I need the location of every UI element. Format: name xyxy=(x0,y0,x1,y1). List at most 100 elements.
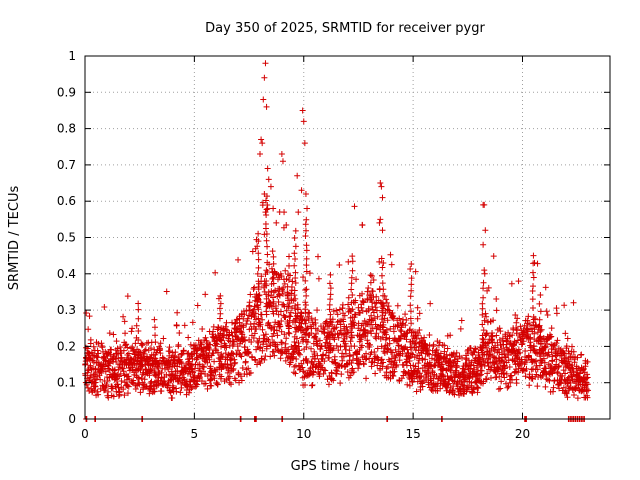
data-point xyxy=(255,250,262,257)
data-point xyxy=(264,165,271,172)
data-point xyxy=(283,335,290,342)
x-tick-label: 5 xyxy=(191,427,199,441)
data-point xyxy=(406,382,413,389)
data-point xyxy=(334,368,341,375)
data-point xyxy=(328,319,335,326)
data-point xyxy=(376,219,383,226)
data-point xyxy=(380,260,387,267)
data-point xyxy=(259,347,266,354)
data-point xyxy=(334,311,341,318)
data-point xyxy=(83,309,90,316)
data-point xyxy=(496,325,503,332)
data-point xyxy=(483,313,490,320)
data-point xyxy=(530,274,537,281)
data-point xyxy=(330,377,337,384)
data-point xyxy=(269,269,276,276)
data-point xyxy=(242,358,249,365)
data-point xyxy=(480,241,487,248)
data-point xyxy=(270,205,277,212)
data-point xyxy=(113,358,120,365)
data-point xyxy=(315,275,322,282)
data-point xyxy=(415,365,422,372)
data-point xyxy=(548,325,555,332)
data-point xyxy=(235,347,242,354)
data-point xyxy=(426,351,433,358)
data-point xyxy=(396,377,403,384)
data-point xyxy=(132,340,139,347)
data-point xyxy=(348,329,355,336)
data-point xyxy=(347,338,354,345)
data-point xyxy=(584,394,591,401)
data-point xyxy=(94,347,101,354)
data-point xyxy=(236,319,243,326)
data-point xyxy=(102,368,109,375)
data-point xyxy=(380,292,387,299)
data-point xyxy=(234,336,241,343)
data-point xyxy=(292,269,299,276)
data-point xyxy=(217,292,224,299)
data-point xyxy=(135,328,142,335)
data-point xyxy=(402,359,409,366)
data-point xyxy=(115,366,122,373)
data-point xyxy=(390,373,397,380)
data-point xyxy=(446,388,453,395)
data-point xyxy=(254,270,261,277)
data-point xyxy=(165,366,172,373)
data-point xyxy=(399,350,406,357)
data-point xyxy=(457,325,464,332)
data-point xyxy=(322,343,329,350)
data-point xyxy=(518,341,525,348)
data-point xyxy=(517,323,524,330)
data-point xyxy=(262,197,269,204)
data-point xyxy=(335,347,342,354)
data-point xyxy=(346,347,353,354)
data-point xyxy=(255,339,262,346)
data-point xyxy=(223,344,230,351)
data-point xyxy=(362,332,369,339)
data-point xyxy=(263,206,270,213)
data-point xyxy=(407,302,414,309)
data-point xyxy=(320,370,327,377)
data-point xyxy=(483,330,490,337)
data-point xyxy=(412,268,419,275)
data-point xyxy=(174,378,181,385)
data-point xyxy=(447,357,454,364)
data-point xyxy=(285,271,292,278)
x-tick-label: 20 xyxy=(515,427,530,441)
data-point xyxy=(481,201,488,208)
data-point xyxy=(536,362,543,369)
data-point xyxy=(87,362,94,369)
data-point xyxy=(479,351,486,358)
data-point xyxy=(403,317,410,324)
data-point xyxy=(270,260,277,267)
data-point xyxy=(366,341,373,348)
data-point xyxy=(513,380,520,387)
data-point xyxy=(530,314,537,321)
data-point xyxy=(286,330,293,337)
data-point xyxy=(536,316,543,323)
data-point xyxy=(326,280,333,287)
data-point xyxy=(515,346,522,353)
data-point xyxy=(484,359,491,366)
data-point xyxy=(489,333,496,340)
data-point xyxy=(261,190,268,197)
data-point xyxy=(255,256,262,263)
data-point xyxy=(264,251,271,258)
data-point xyxy=(556,385,563,392)
data-point xyxy=(261,356,268,363)
data-point xyxy=(218,343,225,350)
data-point xyxy=(365,307,372,314)
data-point xyxy=(117,355,124,362)
data-point xyxy=(451,391,458,398)
data-point xyxy=(349,365,356,372)
data-point xyxy=(327,347,334,354)
data-point xyxy=(217,330,224,337)
data-point xyxy=(89,352,96,359)
data-point xyxy=(516,362,523,369)
data-point xyxy=(299,364,306,371)
data-point xyxy=(352,297,359,304)
data-point xyxy=(218,325,225,332)
data-point xyxy=(186,389,193,396)
data-point xyxy=(302,299,309,306)
data-point xyxy=(297,309,304,316)
